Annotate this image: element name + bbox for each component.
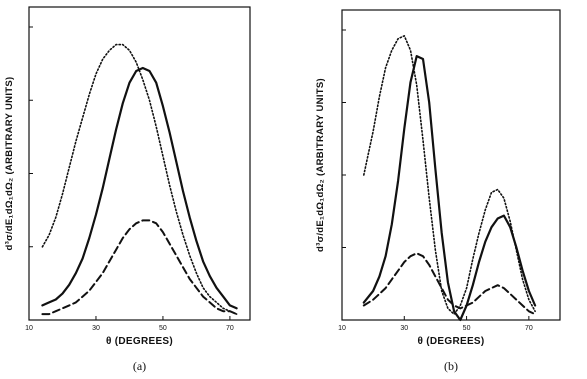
plot-frame bbox=[28, 6, 251, 321]
plot-frame bbox=[341, 9, 561, 321]
series-dashed-line bbox=[41, 219, 238, 316]
x-tick-label: 10 bbox=[338, 325, 346, 332]
series-solid-line bbox=[41, 66, 238, 310]
x-tick-label: 30 bbox=[92, 325, 100, 332]
series-dashed-line bbox=[362, 252, 537, 316]
panel-label: (a) bbox=[133, 359, 146, 373]
x-axis-label: θ (DEGREES) bbox=[106, 336, 173, 347]
series-dotted-line bbox=[363, 35, 536, 315]
x-tick-label: 50 bbox=[159, 325, 167, 332]
y-axis-label: d³σ/dE₁dΩ₁dΩ₂ (ARBITRARY UNITS) bbox=[315, 78, 326, 252]
x-tick-label: 30 bbox=[400, 325, 408, 332]
series-solid-line bbox=[362, 55, 537, 322]
y-axis-label: d³σ/dE₁dΩ₁dΩ₂ (ARBITRARY UNITS) bbox=[4, 77, 15, 251]
chart-panel-a: 10 30 50 70 θ (DEGREES) d³σ/dE₁dΩ₁dΩ₂ (ARBITR… bbox=[4, 6, 251, 373]
x-tick-label: 10 bbox=[25, 325, 33, 332]
x-tick-label: 70 bbox=[525, 325, 533, 332]
x-axis-label: θ (DEGREES) bbox=[417, 336, 484, 347]
x-tick-label: 70 bbox=[226, 325, 234, 332]
x-tick-label: 50 bbox=[463, 325, 471, 332]
panel-label: (b) bbox=[444, 359, 458, 373]
series-dotted-line bbox=[41, 43, 238, 315]
chart-panel-b: 10 30 50 70 θ (DEGREES) d³σ/dE₁dΩ₁dΩ₂ (ARBITR… bbox=[315, 9, 561, 373]
